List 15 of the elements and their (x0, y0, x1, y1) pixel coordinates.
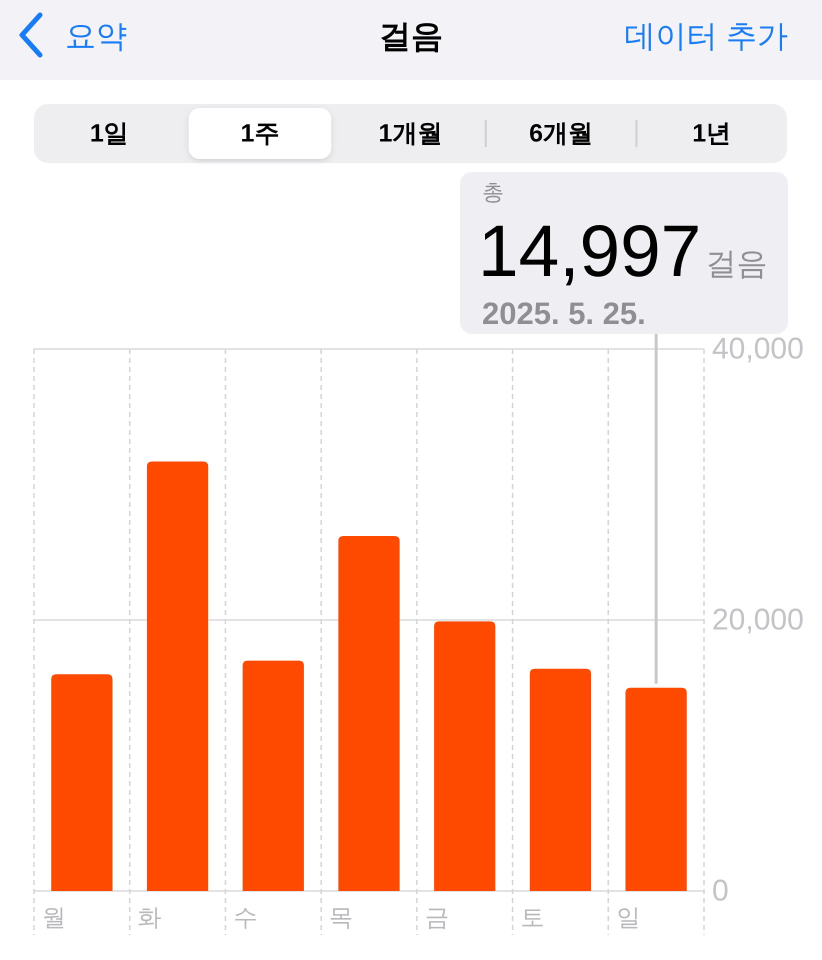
ytick: 20,000 (712, 604, 804, 636)
xtick: 금 (424, 904, 449, 932)
segmented-control: 1일 1주 1개월 6개월 1년 (34, 104, 787, 163)
ytick: 0 (712, 874, 729, 908)
xtick: 화 (138, 904, 162, 932)
xtick: 목 (329, 904, 354, 932)
callout: 총 14,997 걸음 2025. 5. 25. (460, 172, 788, 334)
xtick: 일 (616, 904, 640, 932)
xtick: 수 (233, 904, 258, 932)
xtick: 월 (42, 904, 66, 932)
text: 데이터 추가 (624, 18, 788, 54)
title: 걸음 (379, 18, 443, 54)
text: 요약 (65, 18, 127, 54)
xtick: 토 (520, 904, 545, 932)
ytick: 40,000 (712, 332, 804, 366)
